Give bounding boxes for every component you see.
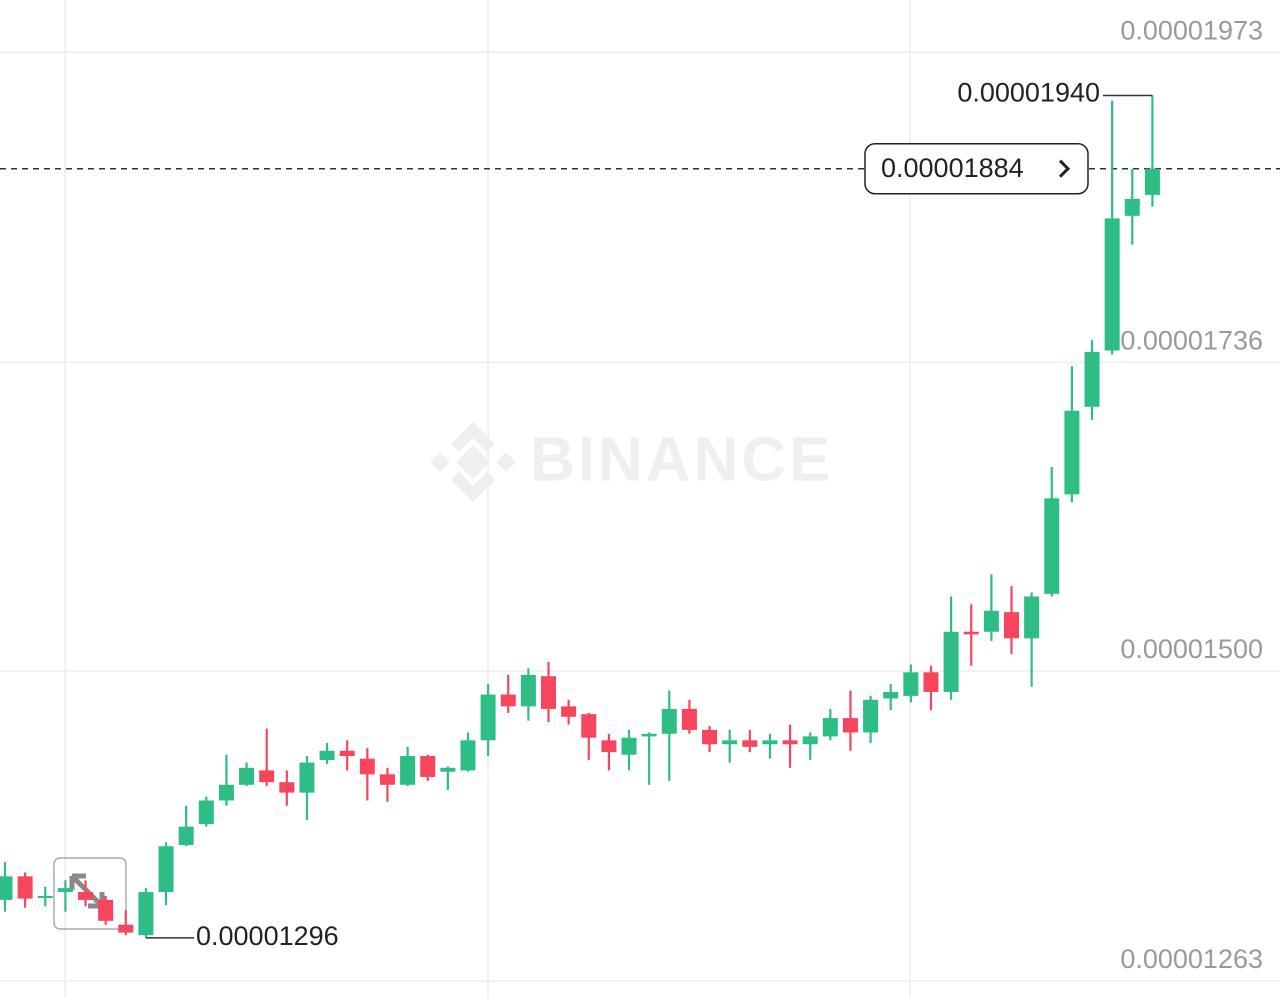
candle-body: [440, 767, 456, 772]
candle-body: [259, 770, 275, 783]
candle-body: [903, 672, 919, 696]
y-tick-label: 0.00001736: [1120, 325, 1263, 355]
y-tick-label: 0.00001973: [1120, 15, 1263, 45]
candle-body: [158, 846, 174, 893]
candle-body: [621, 737, 637, 755]
low-label: 0.00001296: [196, 921, 339, 951]
candle-body: [1044, 498, 1060, 594]
candle-body: [702, 729, 718, 745]
candle-body: [742, 740, 758, 747]
candle-body: [581, 714, 597, 738]
watermark-logo: [430, 422, 516, 502]
candle-body: [1124, 198, 1140, 216]
candle-body: [802, 736, 818, 745]
candle-body: [561, 706, 577, 717]
candle-body: [138, 892, 154, 936]
y-tick-label: 0.00001263: [1120, 944, 1263, 974]
candle-body: [57, 888, 73, 893]
candle-body: [541, 676, 557, 709]
candle-body: [1024, 596, 1040, 639]
candle-body: [1004, 612, 1019, 639]
candle-body: [78, 892, 94, 900]
high-label: 0.00001940: [957, 78, 1100, 108]
candle-body: [17, 876, 33, 899]
candle-body: [520, 674, 536, 707]
candle-body: [460, 740, 476, 771]
candle-body: [500, 694, 516, 707]
candle-body: [178, 826, 194, 845]
candle-body: [641, 733, 657, 737]
y-tick-label: 0.00001500: [1120, 634, 1263, 664]
candle-body: [239, 767, 255, 785]
candle-body: [400, 756, 416, 785]
candle-body: [279, 782, 295, 793]
candle-body: [420, 756, 436, 777]
candle-body: [1144, 168, 1160, 195]
candle-body: [822, 718, 838, 737]
candle-body: [118, 924, 134, 933]
candle-body: [943, 631, 959, 692]
expand-icon[interactable]: [53, 857, 127, 930]
candle-body: [218, 784, 234, 801]
candle-body: [601, 740, 617, 753]
candle-body: [299, 762, 315, 793]
candle-body: [480, 694, 496, 741]
watermark-text: BINANCE: [530, 425, 833, 494]
candle-body: [98, 899, 114, 921]
candle-body: [983, 610, 999, 632]
watermark: BINANCE: [430, 422, 833, 502]
candle-body: [319, 750, 335, 760]
candle-body: [661, 708, 677, 734]
last-price-chevron: [1058, 159, 1071, 178]
candle-body: [762, 740, 778, 745]
candle-body: [722, 740, 738, 745]
candle-body: [0, 876, 13, 900]
candle-body: [883, 691, 899, 699]
last-price-box: [864, 142, 1089, 195]
candle-body: [198, 800, 214, 825]
vertical-grid: [64, 0, 911, 998]
candle-body: [37, 895, 53, 898]
candle-body: [863, 699, 879, 733]
candle-body: [842, 718, 858, 733]
candle-body: [782, 740, 798, 745]
candle-body: [681, 708, 697, 730]
last-price-label: 0.00001884: [881, 153, 1024, 183]
candle-body: [1084, 351, 1100, 407]
candle-body: [963, 631, 979, 635]
candle-body: [923, 672, 939, 692]
candle-body: [1104, 218, 1120, 351]
candle-body: [359, 758, 375, 775]
candle-body: [1064, 410, 1080, 495]
candle-body: [379, 774, 395, 785]
candle-body: [339, 750, 355, 757]
